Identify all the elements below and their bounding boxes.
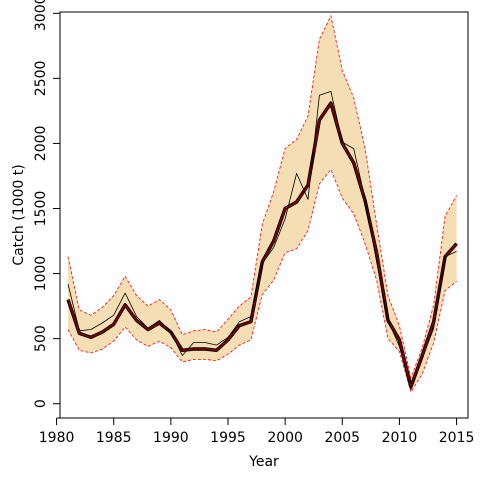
x-tick-label: 2015	[439, 430, 475, 446]
y-tick-label: 1500	[33, 191, 49, 227]
lower-bound-line	[67, 168, 457, 393]
plot-area	[66, 14, 458, 393]
x-tick-label: 1990	[153, 430, 189, 446]
x-tick-label: 1985	[96, 430, 132, 446]
x-tick-label: 1995	[210, 430, 246, 446]
y-tick-label: 500	[33, 325, 49, 352]
y-tick-label: 1000	[33, 256, 49, 292]
y-tick-label: 3000	[33, 0, 49, 31]
x-tick-label: 2005	[324, 430, 360, 446]
y-tick-label: 0	[33, 399, 49, 408]
x-axis-title: Year	[248, 454, 279, 470]
x-tick-label: 2010	[382, 430, 418, 446]
y-axis: 0 500 1000 1500 2000 2500 3000	[33, 0, 61, 408]
y-axis-title: Catch (1000 t)	[11, 164, 27, 265]
estimate-line-inner	[67, 102, 458, 388]
upper-bound-line	[67, 14, 457, 380]
x-tick-label: 2000	[267, 430, 303, 446]
plot-frame	[59, 11, 469, 419]
observed-line	[67, 91, 457, 390]
y-tick-label: 2500	[33, 61, 49, 97]
x-tick-label: 1980	[39, 430, 75, 446]
y-tick-label: 2000	[33, 126, 49, 162]
x-axis: 1980 1985 1990 1995 2000 2005 2010 2015	[39, 417, 475, 446]
